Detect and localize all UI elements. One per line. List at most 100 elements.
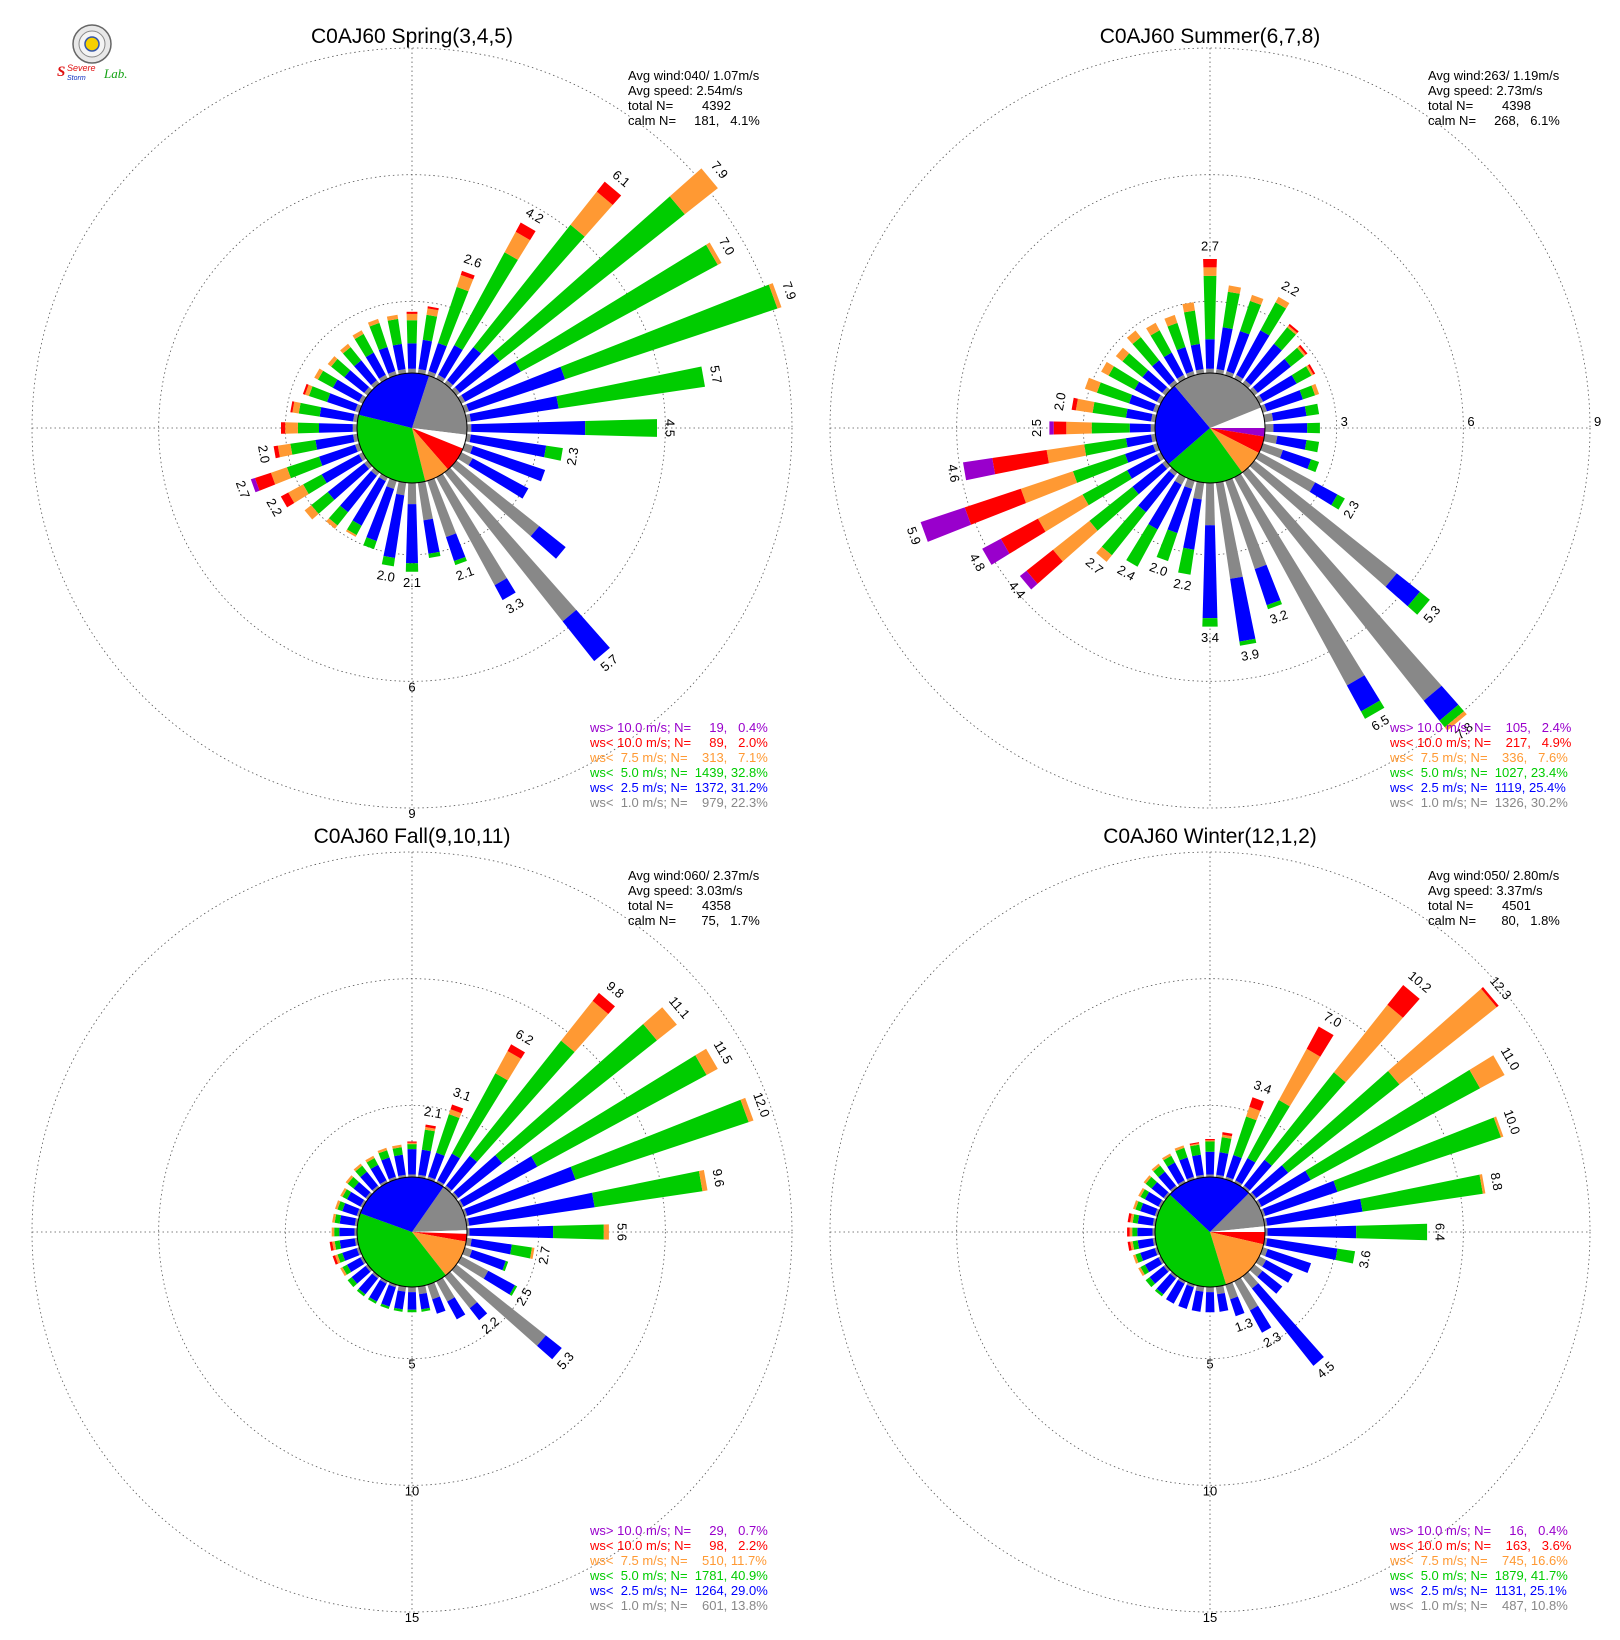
wind-bar-segment (1271, 406, 1307, 421)
wind-bar-segment (417, 481, 433, 521)
wind-bar-segment (1249, 460, 1397, 587)
bar-total-label: 6.5 (1369, 712, 1392, 734)
wind-bar-segment (457, 1256, 489, 1279)
wind-bar-segment (1177, 1277, 1186, 1284)
wind-bar-segment (963, 458, 996, 481)
wind-bar-segment (327, 463, 370, 500)
wind-bar-segment (297, 422, 319, 434)
wind-bar-segment (397, 1285, 407, 1292)
bar-total-label: 2.0 (1148, 559, 1170, 579)
wind-bar-segment (1167, 322, 1186, 351)
wind-bar-segment (388, 1282, 397, 1288)
stats-line: Avg wind:050/ 2.80m/s (1428, 868, 1560, 883)
wind-bar-segment (1249, 1264, 1263, 1277)
legend-entry: ws< 1.0 m/s; N= 979, 22.3% (589, 795, 768, 810)
wind-bar-segment (315, 434, 355, 450)
legend-entry: ws> 10.0 m/s; N= 29, 0.7% (589, 1523, 768, 1538)
wind-bar-segment (1182, 302, 1195, 313)
wind-bar-segment (331, 358, 351, 378)
wind-bar-segment (418, 1149, 431, 1176)
legend-entry: ws< 7.5 m/s; N= 745, 16.6% (1389, 1553, 1568, 1568)
wind-bar-segment (1288, 323, 1299, 333)
wind-bar-segment (1346, 675, 1380, 712)
wind-bar-segment (1196, 1174, 1205, 1179)
wind-bar-segment (334, 1240, 342, 1250)
wind-bar-segment (1260, 443, 1283, 459)
wind-bar-segment (334, 1214, 342, 1224)
wind-bar-segment (398, 1174, 407, 1179)
wind-bar-segment (371, 380, 380, 389)
wind-bar-segment (1311, 383, 1320, 396)
wind-bar-segment (1146, 322, 1160, 336)
wind-bar-segment (250, 478, 260, 493)
wind-bar-segment (1152, 1228, 1155, 1236)
wind-bar-segment (426, 308, 439, 317)
wind-bar-segment (1183, 498, 1202, 550)
legend-entry: ws< 7.5 m/s; N= 510, 11.7% (589, 1553, 767, 1568)
wind-bar-segment (1221, 1134, 1232, 1139)
wind-bar-segment (347, 1277, 358, 1288)
calm-pie-slice (1168, 428, 1243, 483)
wind-bar-segment (1264, 1072, 1346, 1166)
bar-total-label: 2.4 (1115, 562, 1138, 584)
wind-bar-segment (1205, 339, 1215, 369)
wind-bar-segment (360, 1199, 367, 1208)
wind-bar-segment (454, 252, 518, 350)
wind-bar-segment (366, 1158, 379, 1169)
wind-bar-segment (495, 1051, 521, 1081)
wind-bar-segment (1361, 700, 1385, 719)
wind-bar-segment (364, 387, 373, 396)
wind-bar-segment (1149, 1266, 1169, 1284)
ring-label: 9 (408, 806, 415, 821)
wind-bar-segment (1439, 704, 1464, 728)
bar-total-label: 4.5 (663, 419, 678, 437)
calm-pie-slice (1210, 428, 1265, 453)
wind-bar-segment (560, 284, 778, 380)
wind-bar-segment (339, 1238, 356, 1249)
wind-bar-segment (471, 421, 586, 435)
wind-bar-segment (1019, 570, 1038, 590)
wind-bar-segment (451, 1073, 508, 1159)
wind-bar-segment (1388, 988, 1497, 1085)
wind-bar-segment (1089, 486, 1139, 531)
wind-bar-segment (457, 1199, 464, 1208)
wind-bar-segment (446, 533, 466, 562)
wind-bar-segment (1265, 424, 1274, 432)
wind-bar-segment (379, 1180, 388, 1187)
wind-bar-segment (1127, 454, 1161, 479)
wind-bar-segment (469, 1040, 575, 1162)
wind-bar-segment (1145, 1277, 1156, 1288)
wind-bar-segment (1235, 1158, 1256, 1185)
wind-bar-segment (372, 1185, 380, 1193)
wind-bar-segment (327, 356, 338, 367)
wind-bar-segment (356, 1288, 366, 1297)
wind-bar-segment (483, 1270, 515, 1295)
wind-bar-segment (447, 347, 482, 386)
wind-bar-segment (372, 1271, 380, 1279)
wind-bar-segment (1101, 505, 1146, 556)
stats-line: Avg wind:040/ 1.07m/s (628, 68, 760, 83)
wind-bar-segment (1138, 470, 1175, 513)
wind-bar-segment (1186, 1282, 1195, 1288)
wind-bar-segment (1140, 1248, 1158, 1261)
wind-bar-segment (367, 318, 380, 327)
wind-bar-segment (1263, 433, 1278, 444)
stats-line: calm N= 268, 6.1% (1428, 113, 1560, 128)
wind-bar-segment (1274, 327, 1296, 351)
wind-bar-segment (451, 1264, 546, 1346)
wind-bar-segment (1239, 638, 1257, 646)
wind-bar-segment (1306, 365, 1314, 376)
wind-bar-segment (469, 1225, 554, 1239)
wind-bar-segment (337, 1201, 346, 1212)
wind-bar-segment (406, 504, 418, 564)
bar-total-label: 4.2 (523, 204, 546, 226)
wind-bar-segment (392, 1144, 402, 1149)
wind-bar-segment (1206, 1287, 1214, 1293)
wind-bar-segment (387, 318, 402, 346)
stats-line: calm N= 181, 4.1% (628, 113, 760, 128)
legend-entry: ws> 10.0 m/s; N= 105, 2.4% (1389, 720, 1572, 735)
panel-title: C0AJ60 Summer(6,7,8) (1100, 25, 1321, 48)
wind-bar-segment (507, 1044, 525, 1059)
wind-bar-segment (360, 1256, 367, 1265)
wind-bar-segment (462, 1247, 473, 1258)
